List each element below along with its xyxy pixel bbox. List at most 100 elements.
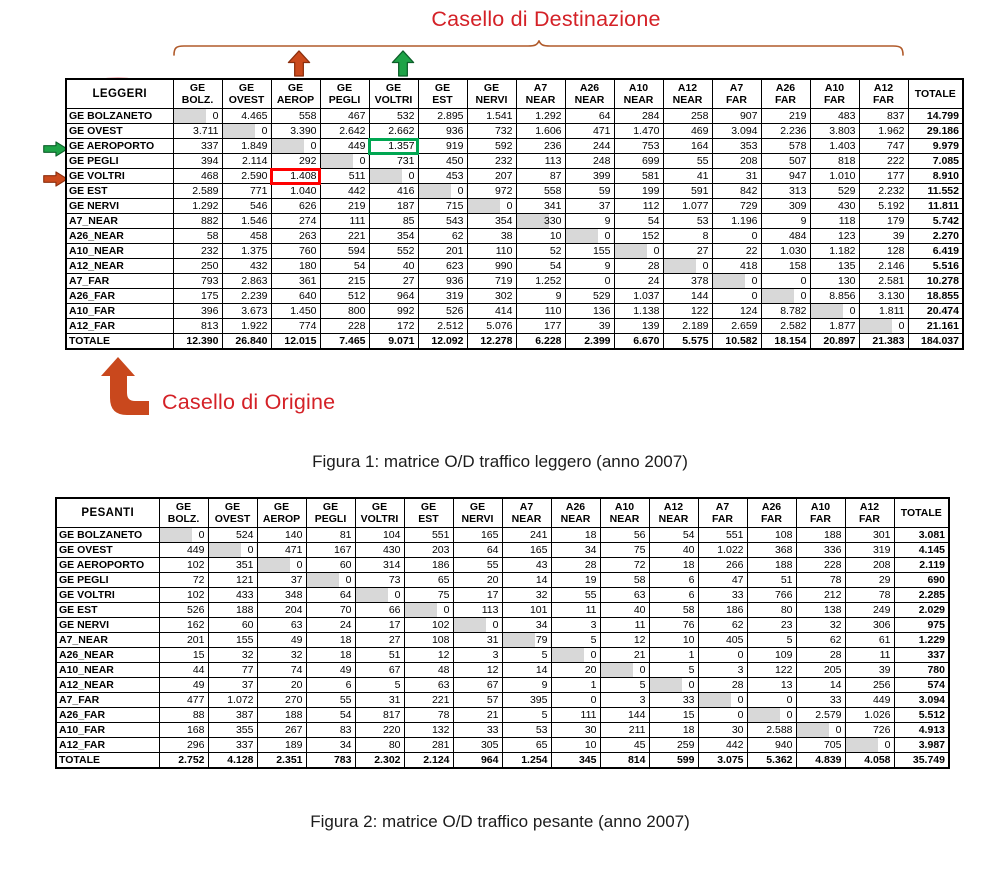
data-cell: 109 <box>746 647 797 663</box>
data-cell: 30 <box>697 722 748 738</box>
data-cell: 14 <box>501 662 552 678</box>
data-cell: 67 <box>452 677 503 693</box>
row-header: GE PEGLI <box>55 572 160 588</box>
data-cell: 1.541 <box>466 108 517 124</box>
data-cell: 0 <box>550 692 601 708</box>
data-cell: 0 <box>858 318 909 334</box>
row-header: GE AEROPORTO <box>55 557 160 573</box>
data-cell: 208 <box>711 153 762 169</box>
data-cell: 6.228 <box>515 333 566 350</box>
data-cell: 0 <box>466 198 517 214</box>
data-cell: 18.855 <box>907 288 964 304</box>
data-cell: 8.782 <box>760 303 811 319</box>
data-cell: 22 <box>711 243 762 259</box>
column-header: A7 NEAR <box>515 78 566 109</box>
data-cell: 837 <box>858 108 909 124</box>
data-cell: 5 <box>599 677 650 693</box>
data-cell: 32 <box>207 647 258 663</box>
data-cell: 1.138 <box>613 303 664 319</box>
data-cell: 2.642 <box>319 123 370 139</box>
data-cell: 61 <box>844 632 895 648</box>
row-header: A26_NEAR <box>55 647 160 663</box>
column-header: A12 NEAR <box>662 78 713 109</box>
data-cell: 449 <box>844 692 895 708</box>
data-cell: 354 <box>368 228 419 244</box>
row-header: A12_NEAR <box>65 258 174 274</box>
data-cell: 337 <box>893 647 950 663</box>
data-cell: 599 <box>648 752 699 769</box>
data-cell: 313 <box>760 183 811 199</box>
data-cell: 32 <box>501 587 552 603</box>
data-cell: 592 <box>466 138 517 154</box>
data-cell: 387 <box>207 707 258 723</box>
row-header: A12_FAR <box>65 318 174 334</box>
data-cell: 55 <box>305 692 356 708</box>
data-cell: 47 <box>697 572 748 588</box>
data-cell: 0 <box>662 258 713 274</box>
data-cell: 719 <box>466 273 517 289</box>
data-cell: 186 <box>403 557 454 573</box>
data-cell: 80 <box>354 737 405 753</box>
data-cell: 469 <box>662 123 713 139</box>
data-cell: 1.037 <box>613 288 664 304</box>
data-cell: 175 <box>172 288 223 304</box>
data-cell: 45 <box>599 737 650 753</box>
data-cell: 3.130 <box>858 288 909 304</box>
column-header: GE OVEST <box>221 78 272 109</box>
column-header: GE EST <box>417 78 468 109</box>
data-cell: 0 <box>207 542 258 558</box>
data-cell: 468 <box>172 168 223 184</box>
data-cell: 3.094 <box>893 692 950 708</box>
data-cell: 88 <box>158 707 209 723</box>
data-cell: 2.236 <box>760 123 811 139</box>
data-cell: 3 <box>550 617 601 633</box>
data-cell: 74 <box>256 662 307 678</box>
ge-aeroporto-row-arrow-right-icon <box>43 141 68 157</box>
data-cell: 2.662 <box>368 123 419 139</box>
data-cell: 341 <box>515 198 566 214</box>
data-cell: 11.811 <box>907 198 964 214</box>
data-cell: 228 <box>319 318 370 334</box>
data-cell: 0 <box>711 273 762 289</box>
data-cell: 0 <box>697 647 748 663</box>
data-cell: 0 <box>746 692 797 708</box>
data-cell: 0 <box>270 138 321 154</box>
row-header: A26_FAR <box>55 707 160 723</box>
column-header: A7 FAR <box>697 497 748 528</box>
data-cell: 552 <box>368 243 419 259</box>
data-cell: 40 <box>368 258 419 274</box>
data-cell: 715 <box>417 198 468 214</box>
data-cell: 63 <box>599 587 650 603</box>
column-header: GE AEROP <box>256 497 307 528</box>
data-cell: 184.037 <box>907 333 964 350</box>
column-header: GE EST <box>403 497 454 528</box>
data-cell: 1.229 <box>893 632 950 648</box>
data-cell: 2.189 <box>662 318 713 334</box>
data-cell: 32 <box>795 617 846 633</box>
data-cell: 33 <box>452 722 503 738</box>
data-cell: 467 <box>319 108 370 124</box>
data-cell: 1.922 <box>221 318 272 334</box>
data-cell: 138 <box>795 602 846 618</box>
data-cell: 186 <box>697 602 748 618</box>
column-header: A10 FAR <box>795 497 846 528</box>
data-cell: 0 <box>403 602 454 618</box>
figure2-caption: Figura 2: matrice O/D traffico pesante (… <box>310 812 690 831</box>
data-cell: 732 <box>466 123 517 139</box>
data-cell: 512 <box>319 288 370 304</box>
data-cell: 581 <box>613 168 664 184</box>
data-cell: 38 <box>466 228 517 244</box>
data-cell: 270 <box>256 692 307 708</box>
data-cell: 48 <box>403 662 454 678</box>
column-header: GE NERVI <box>452 497 503 528</box>
data-cell: 81 <box>305 527 356 543</box>
data-cell: 9 <box>760 213 811 229</box>
data-cell: 975 <box>893 617 950 633</box>
row-header: A10_FAR <box>55 722 160 738</box>
column-header: GE BOLZ. <box>158 497 209 528</box>
data-cell: 113 <box>515 153 566 169</box>
data-cell: 10 <box>515 228 566 244</box>
data-cell: 49 <box>158 677 209 693</box>
data-cell: 256 <box>844 677 895 693</box>
data-cell: 221 <box>319 228 370 244</box>
